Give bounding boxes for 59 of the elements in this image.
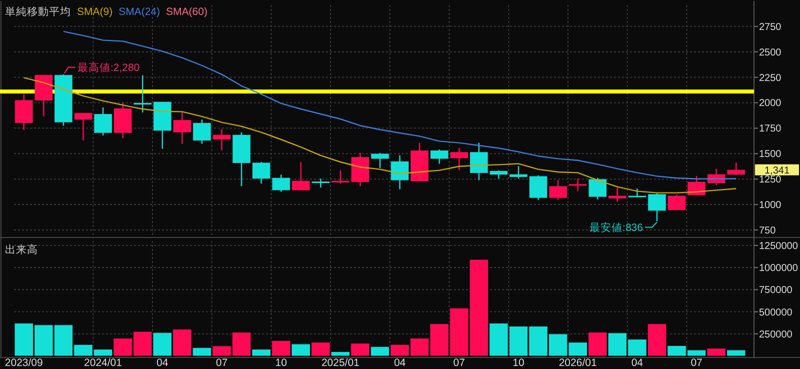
y-tick-label: 2250 xyxy=(759,72,782,84)
candlestick xyxy=(549,180,567,201)
x-tick-label: 04 xyxy=(631,357,644,369)
y-tick-label: 1000 xyxy=(759,200,782,212)
y-tick-label: 1500 xyxy=(759,149,782,160)
candlestick xyxy=(648,192,666,222)
text: SMA(24) xyxy=(118,6,160,18)
annotation: 最安値:836 xyxy=(590,221,644,234)
candlestick xyxy=(272,174,290,192)
candlestick xyxy=(430,148,448,164)
candlestick xyxy=(470,142,488,181)
candlestick xyxy=(193,119,211,144)
candlestick xyxy=(668,194,686,211)
chart-title: 出来高 xyxy=(5,243,38,256)
candlestick xyxy=(74,112,92,142)
x-tick-label: 2024/01 xyxy=(84,357,122,369)
y-tick-label: 2500 xyxy=(759,47,782,58)
y-tick-label: 1000000 xyxy=(759,263,798,274)
candlestick xyxy=(588,177,607,200)
y-tick-label: 500000 xyxy=(759,307,793,318)
candlestick xyxy=(173,111,192,144)
candlestick xyxy=(134,74,152,114)
candlestick xyxy=(292,161,310,191)
annotation: 最高値:2,280 xyxy=(77,61,140,74)
candlestick xyxy=(332,170,350,184)
x-tick-label: 2026/01 xyxy=(558,357,597,369)
text: 1,341 xyxy=(764,165,790,176)
text: SMA(9) xyxy=(77,6,113,18)
candlestick xyxy=(450,147,468,171)
legend-title: 単純移動平均 xyxy=(5,6,71,18)
y-tick-label: 1250 xyxy=(759,174,782,186)
candlestick xyxy=(94,106,112,136)
y-tick-label: 2750 xyxy=(759,22,782,33)
x-tick-label: 07 xyxy=(453,357,466,369)
candlestick xyxy=(390,154,409,190)
y-tick-label: 250000 xyxy=(759,329,793,340)
candlestick xyxy=(510,165,528,180)
x-tick-label: 04 xyxy=(156,357,168,369)
y-tick-label: 1750 xyxy=(759,124,782,135)
x-tick-label: 10 xyxy=(275,357,288,369)
x-tick-label: 2025/01 xyxy=(321,357,360,369)
x-tick-label: 10 xyxy=(512,357,524,369)
y-tick-label: 1250000 xyxy=(759,240,798,252)
candlestick xyxy=(212,128,231,152)
candlestick xyxy=(15,94,33,131)
candlestick xyxy=(727,162,745,176)
candlestick xyxy=(608,186,626,202)
candlestick xyxy=(568,178,587,192)
x-tick-label: 07 xyxy=(216,357,228,369)
y-tick-label: 750000 xyxy=(759,285,793,296)
y-tick-label: 2000 xyxy=(759,98,782,110)
candlestick xyxy=(252,161,270,184)
x-tick-label: 07 xyxy=(690,357,703,369)
x-tick-label: 04 xyxy=(394,357,406,369)
candlestick xyxy=(371,152,389,169)
x-tick-label: 2023/09 xyxy=(4,357,44,369)
y-tick-label: 750 xyxy=(759,225,776,236)
candlestick xyxy=(529,174,548,201)
legend-label: SMA(60) xyxy=(166,6,208,18)
